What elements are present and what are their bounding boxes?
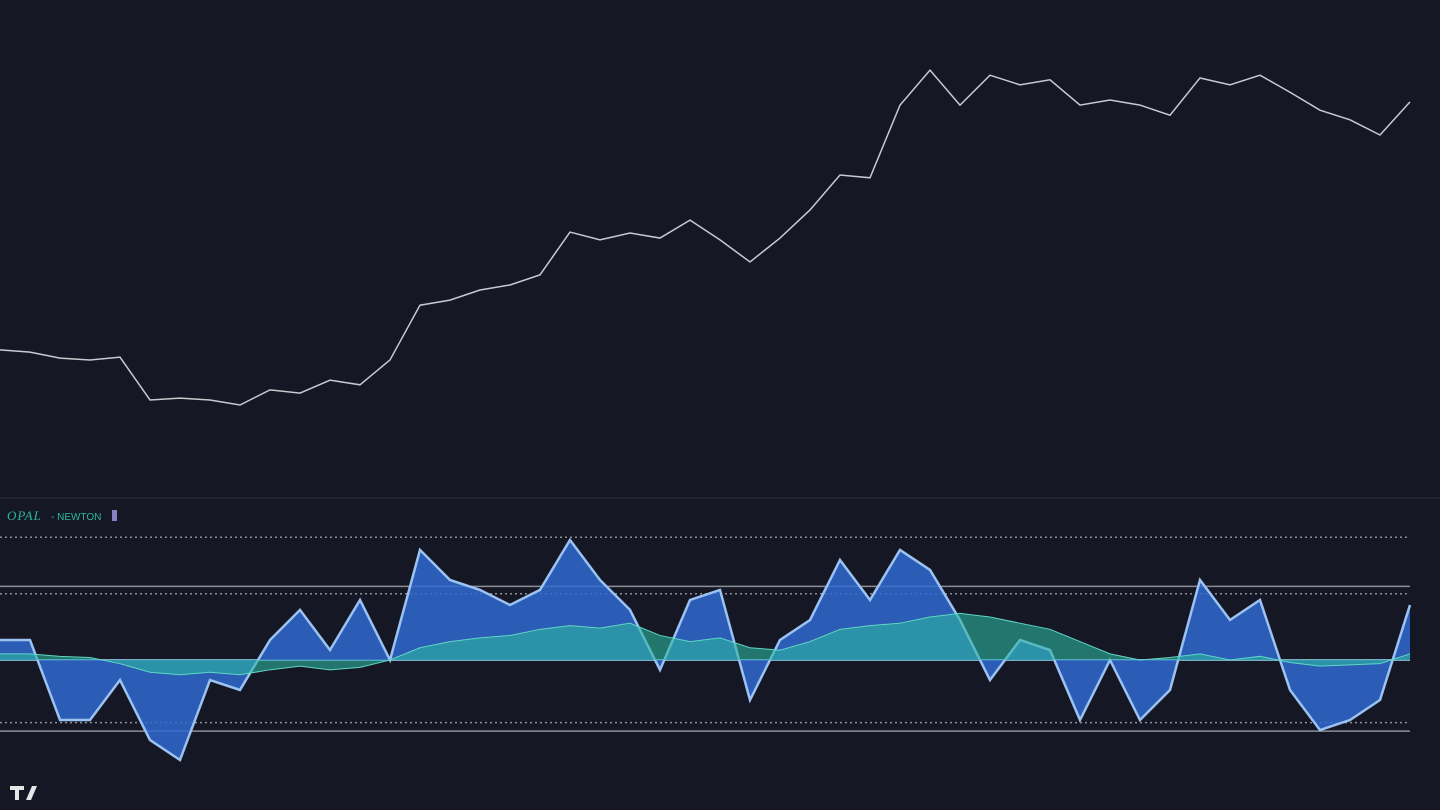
oscillator-area (0, 613, 1410, 675)
oscillator-line (0, 612, 1411, 676)
logo-mark (10, 786, 37, 800)
indicator-icon (112, 510, 117, 521)
price-line (0, 68, 1411, 406)
indicator-subtitle: - NEWTON (51, 512, 101, 523)
oscillator-line (0, 537, 1412, 762)
logo (10, 786, 37, 800)
indicator-title: OPAL (7, 508, 42, 523)
